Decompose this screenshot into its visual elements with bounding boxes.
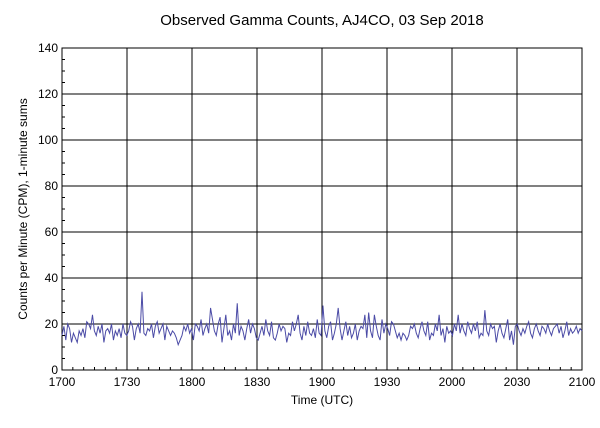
x-tick-label: 2030: [504, 375, 531, 389]
y-tick-label: 40: [45, 271, 59, 285]
x-tick-label: 1900: [309, 375, 336, 389]
x-axis-label: Time (UTC): [291, 393, 353, 407]
y-tick-label: 120: [38, 87, 58, 101]
x-tick-label: 1700: [49, 375, 76, 389]
series-layer: [61, 291, 583, 347]
x-tick-label: 1800: [179, 375, 206, 389]
chart-title: Observed Gamma Counts, AJ4CO, 03 Sep 201…: [160, 12, 484, 29]
tick-layer: 1700 1730 1800 1830 1900 1930 2000 2030 2100 0 20 4…: [38, 41, 596, 389]
x-tick-label: 1730: [114, 375, 141, 389]
y-tick-label: 140: [38, 41, 58, 55]
y-tick-label: 80: [45, 179, 59, 193]
x-tick-label: 1830: [244, 375, 271, 389]
y-tick-label: 60: [45, 225, 59, 239]
series-line: [61, 291, 583, 347]
x-tick-label: 1930: [374, 375, 401, 389]
y-tick-label: 100: [38, 133, 58, 147]
grid: [62, 48, 582, 370]
x-tick-label: 2000: [439, 375, 466, 389]
y-axis-label: Counts per Minute (CPM), 1-minute sums: [16, 98, 30, 319]
x-tick-label: 2100: [569, 375, 596, 389]
y-tick-label: 0: [51, 363, 58, 377]
y-tick-label: 20: [45, 317, 59, 331]
